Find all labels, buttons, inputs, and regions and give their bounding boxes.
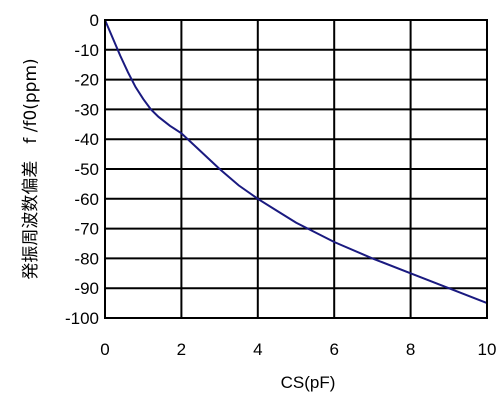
y-tick-label: -40 (74, 130, 99, 149)
x-tick-label: 0 (100, 340, 109, 359)
y-tick-label: -80 (74, 249, 99, 268)
y-tick-label: -90 (74, 279, 99, 298)
x-tick-label: 6 (329, 340, 338, 359)
y-tick-label: -10 (74, 41, 99, 60)
y-tick-label: -100 (65, 309, 99, 328)
y-tick-label: -50 (74, 160, 99, 179)
x-tick-label: 10 (478, 340, 497, 359)
y-tick-label: -60 (74, 190, 99, 209)
plot-frame (104, 19, 488, 319)
x-tick-labels: 0 2 4 6 8 10 (100, 340, 496, 359)
x-axis-label: CS(pF) (281, 373, 336, 392)
y-tick-label: -30 (74, 100, 99, 119)
x-tick-label: 4 (253, 340, 262, 359)
grid (104, 19, 488, 319)
x-tick-label: 2 (177, 340, 186, 359)
x-tick-label: 8 (406, 340, 415, 359)
series-line (104, 19, 488, 305)
y-axis-label: 発振周波数偏差 f /f0(ppm) (21, 58, 41, 279)
y-tick-label: -20 (74, 71, 99, 90)
y-tick-label: 0 (90, 11, 99, 30)
y-tick-labels: 0 -10 -20 -30 -40 -50 -60 -70 -80 -90 -100 (65, 11, 99, 328)
y-tick-label: -70 (74, 220, 99, 239)
